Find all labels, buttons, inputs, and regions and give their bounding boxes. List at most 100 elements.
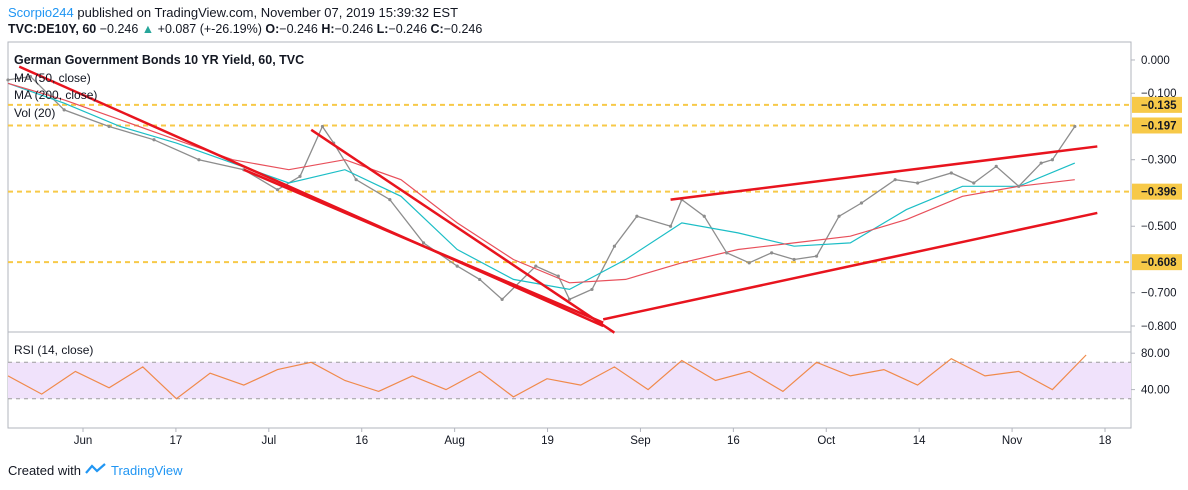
tradingview-logo-icon (85, 463, 107, 478)
price-point (837, 214, 841, 218)
price-point (534, 264, 538, 268)
axis-layer: 0.000 −0.100 −0.300 −0.500 −0.700 −0.800 Jun 17… (74, 55, 1177, 447)
y-tick-label: 0.000 (1141, 55, 1170, 67)
level-label-bg (1132, 96, 1182, 113)
level-label: −0.197 (1141, 120, 1177, 132)
open-label: O: (265, 22, 280, 36)
ma200-series-line (7, 82, 1075, 284)
price-point (1050, 158, 1054, 162)
legend-ma200: MA (200, close) (14, 88, 97, 102)
price-point (298, 174, 302, 178)
chart-title: German Government Bonds 10 YR Yield, 60,… (14, 53, 304, 67)
x-tick-label: 16 (727, 435, 740, 447)
high-value: −0.246 (334, 22, 374, 36)
level-label-bg (1132, 117, 1182, 134)
price-point (275, 188, 280, 192)
price-point (792, 257, 796, 262)
price-point (994, 164, 998, 168)
price-point (6, 78, 10, 82)
price-point (612, 244, 617, 248)
y-tick-label: −0.500 (1141, 221, 1177, 233)
created-with-text: Created with (8, 463, 81, 478)
close-label: C: (430, 22, 444, 36)
price-point (725, 251, 729, 255)
price-point (567, 297, 572, 301)
level-label-bg (1132, 254, 1182, 271)
x-tick-label: Oct (817, 435, 836, 447)
price-point (455, 264, 459, 268)
price-point (388, 198, 392, 202)
x-tick-label: Aug (444, 435, 464, 447)
footer: Created with TradingView (8, 463, 183, 478)
level-label-bg (1132, 183, 1182, 200)
price-point (500, 297, 504, 301)
legend-ma50: MA (50, close) (14, 71, 91, 85)
horizontal-levels: −0.135 −0.197 −0.396 −0.608 (8, 96, 1182, 271)
rsi-band-layer (8, 361, 1131, 400)
price-point (590, 287, 594, 292)
trendline (18, 65, 604, 328)
up-arrow-icon: ▲ (141, 22, 155, 36)
tradingview-brand-link[interactable]: TradingView (110, 463, 183, 478)
y-tick-label: −0.800 (1141, 321, 1177, 333)
x-tick-label: Sep (630, 435, 650, 447)
price-point (893, 178, 897, 182)
rsi-layer (7, 354, 1087, 400)
trendlines (18, 65, 1098, 334)
rsi-band (8, 362, 1131, 399)
trendline (602, 211, 1098, 321)
price-point (702, 214, 706, 218)
x-tick-label: 16 (355, 435, 368, 447)
price-point (972, 181, 976, 185)
low-label: L: (376, 22, 389, 36)
symbol: TVC:DE10Y, 60 (8, 22, 97, 36)
publish-info: Scorpio244 published on TradingView.com,… (8, 5, 458, 20)
x-tick-label: Jun (74, 435, 93, 447)
x-tick-label: 19 (541, 435, 554, 447)
price-point (354, 178, 358, 182)
price-point (770, 251, 774, 255)
legend-vol: Vol (20) (14, 106, 55, 120)
price-point (1073, 124, 1077, 129)
x-tick-label: 18 (1099, 435, 1112, 447)
level-label: −0.608 (1141, 257, 1177, 269)
price-change: +0.087 (+-26.19%) (157, 22, 262, 36)
price-point (478, 277, 482, 282)
price-series-line (7, 75, 1076, 301)
x-tick-label: Jul (261, 435, 276, 447)
price-point (421, 241, 426, 245)
level-label: −0.135 (1141, 100, 1177, 112)
price-point (152, 138, 156, 142)
legend-rsi: RSI (14, close) (14, 343, 93, 357)
price-point (747, 261, 751, 265)
author-link[interactable]: Scorpio244 (8, 5, 74, 20)
price-point (859, 201, 864, 205)
price-point (28, 75, 33, 79)
price-point (814, 254, 819, 258)
main-pane-frame (7, 41, 1132, 333)
price-point (197, 158, 201, 162)
rsi-y-tick-label: 40.00 (1141, 385, 1170, 397)
price-point (916, 181, 920, 185)
trendline (310, 128, 616, 334)
x-tick-label: 17 (170, 435, 183, 447)
trendline (243, 168, 604, 324)
symbol-line: TVC:DE10Y, 60 −0.246 ▲ +0.087 (+-26.19%)… (8, 22, 482, 36)
x-tick-label: Nov (1002, 435, 1023, 447)
price-point (556, 274, 560, 278)
price-point (320, 124, 325, 129)
published-text: published on TradingView.com, November 0… (77, 5, 459, 20)
close-value: −0.246 (443, 22, 483, 36)
x-tick-label: 14 (913, 435, 926, 447)
last-price: −0.246 (99, 22, 139, 36)
rsi-y-tick-label: 80.00 (1141, 348, 1170, 360)
price-point (668, 224, 673, 228)
series-layer (6, 75, 1077, 301)
low-value: −0.246 (388, 22, 428, 36)
price-point (1017, 184, 1021, 188)
rsi-series-line (7, 354, 1087, 400)
y-tick-label: −0.300 (1141, 155, 1177, 167)
price-point (107, 124, 111, 129)
level-label: −0.396 (1141, 187, 1177, 199)
